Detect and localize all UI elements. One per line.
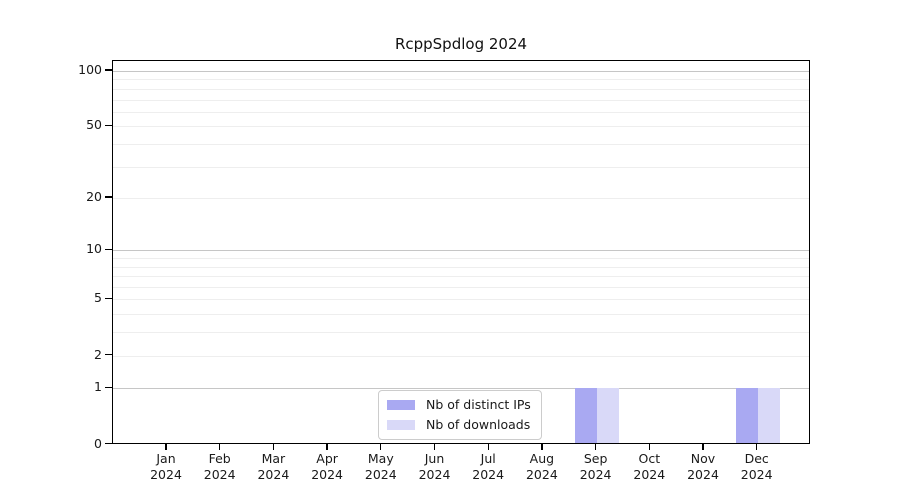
y-tick-mark-0 (105, 442, 112, 445)
bar-sep-series0 (574, 388, 597, 444)
x-tick-label-aug: Aug 2024 (525, 451, 558, 482)
x-tick-mark-dec (756, 444, 758, 450)
y-tick-label-50: 50 (86, 117, 102, 133)
major-gridline-y100 (113, 71, 809, 72)
y-tick-label-0: 0 (94, 435, 102, 451)
chart-title: RcppSpdlog 2024 (394, 35, 528, 53)
x-tick-mark-jan (165, 444, 167, 450)
minor-gridline-y50 (113, 126, 809, 128)
legend-label-distinct-ips: Nb of distinct IPs (426, 397, 531, 412)
x-tick-mark-mar (272, 444, 275, 450)
x-tick-label-sep: Sep 2024 (579, 451, 612, 482)
minor-gridline-y5 (113, 299, 809, 301)
minor-gridline-y60 (113, 111, 809, 113)
x-tick-mark-nov (702, 444, 704, 450)
y-tick-mark-2 (105, 353, 112, 356)
x-tick-label-oct: Oct 2024 (633, 451, 666, 482)
x-tick-mark-may (380, 444, 382, 450)
x-tick-mark-apr (326, 444, 328, 450)
minor-gridline-y8 (113, 266, 809, 268)
x-tick-label-dec: Dec 2024 (740, 451, 773, 482)
bar-sep-series1 (596, 388, 619, 444)
y-tick-mark-10 (105, 248, 112, 251)
minor-gridline-y7 (113, 276, 809, 278)
legend-swatch-distinct-ips (387, 399, 415, 410)
y-tick-label-1: 1 (94, 379, 102, 395)
y-tick-label-5: 5 (94, 290, 102, 306)
plot-area: Nb of distinct IPs Nb of downloads (112, 60, 810, 444)
major-gridline-y10 (113, 250, 809, 252)
y-tick-mark-1 (105, 386, 112, 389)
bar-dec-series0 (735, 388, 758, 444)
bar-dec-series1 (757, 388, 780, 444)
y-tick-label-20: 20 (86, 189, 102, 205)
legend: Nb of distinct IPs Nb of downloads (378, 390, 542, 440)
legend-item-downloads: Nb of downloads (387, 416, 531, 433)
legend-swatch-downloads (387, 419, 415, 430)
minor-gridline-y20 (113, 198, 809, 200)
minor-gridline-y2 (113, 355, 809, 357)
y-tick-label-100: 100 (78, 62, 102, 77)
minor-gridline-y9 (113, 258, 809, 260)
x-tick-mark-feb (219, 444, 221, 450)
minor-gridline-y40 (113, 143, 809, 145)
x-tick-mark-oct (648, 444, 650, 450)
minor-gridline-y3 (113, 332, 809, 334)
minor-gridline-y4 (113, 314, 809, 316)
minor-gridline-y90 (113, 79, 809, 81)
y-tick-label-2: 2 (94, 346, 102, 362)
y-tick-label-10: 10 (86, 241, 102, 257)
x-tick-mark-sep (594, 444, 597, 450)
y-tick-mark-20 (105, 196, 112, 198)
x-tick-mark-jun (433, 444, 436, 450)
minor-gridline-y70 (113, 99, 809, 101)
x-tick-mark-aug (541, 444, 543, 450)
minor-gridline-y30 (113, 166, 809, 168)
x-tick-label-feb: Feb 2024 (203, 451, 236, 482)
minor-gridline-y80 (113, 88, 809, 90)
x-tick-label-may: May 2024 (364, 451, 397, 482)
legend-label-downloads: Nb of downloads (426, 417, 531, 432)
x-tick-label-jun: Jun 2024 (418, 451, 451, 482)
y-tick-mark-100 (105, 69, 112, 71)
x-tick-label-jan: Jan 2024 (150, 451, 182, 482)
x-tick-label-apr: Apr 2024 (311, 451, 343, 482)
y-tick-mark-5 (105, 297, 112, 300)
x-tick-label-jul: Jul 2024 (472, 451, 505, 482)
major-gridline-y1 (113, 388, 809, 390)
y-tick-mark-50 (105, 124, 112, 126)
x-tick-mark-jul (487, 444, 489, 450)
legend-item-distinct-ips: Nb of distinct IPs (387, 396, 531, 413)
x-tick-label-mar: Mar 2024 (257, 451, 290, 482)
x-tick-label-nov: Nov 2024 (687, 451, 719, 482)
minor-gridline-y6 (113, 287, 809, 289)
